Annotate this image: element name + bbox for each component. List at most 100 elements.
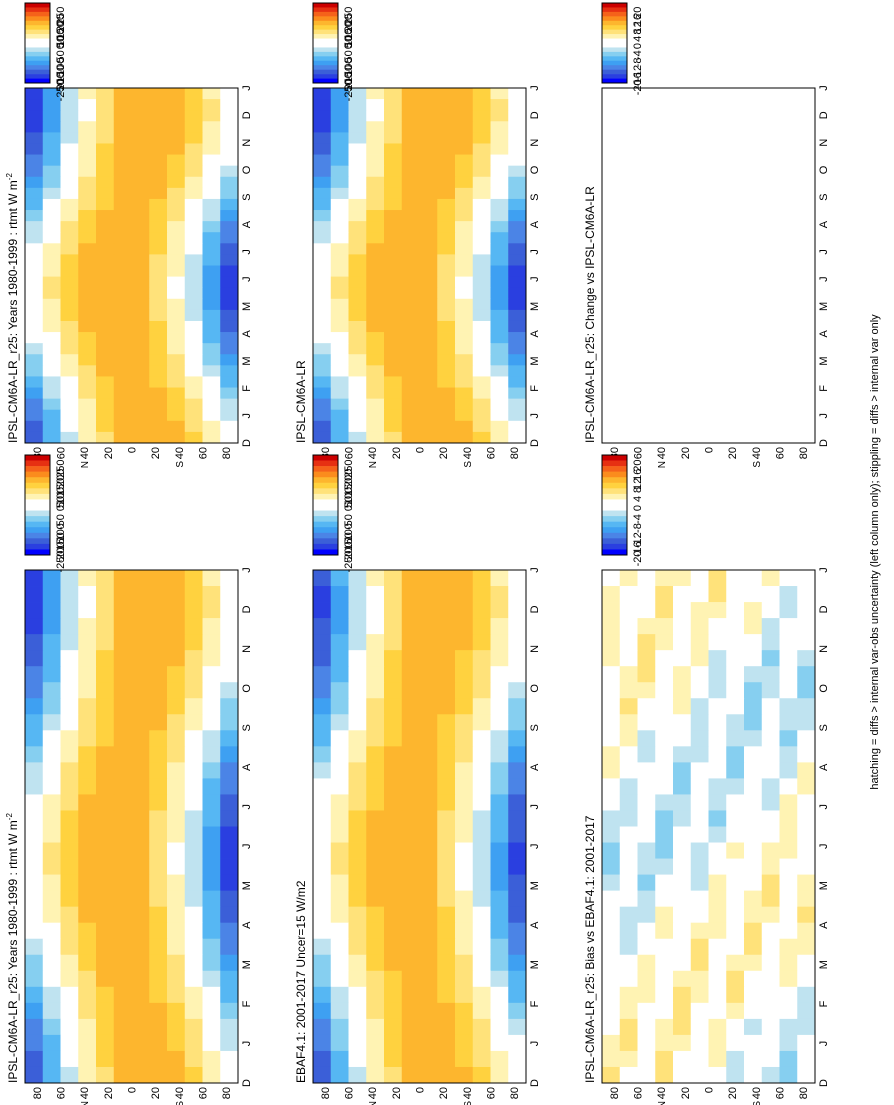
cell [25, 210, 44, 222]
cell [313, 906, 332, 924]
cell [744, 874, 763, 892]
cell [330, 398, 349, 411]
cell [366, 176, 385, 189]
cell [797, 762, 816, 779]
cell [202, 165, 221, 178]
cell [149, 221, 168, 233]
month-tick-label: O [529, 684, 541, 693]
cell [602, 254, 621, 266]
cell [348, 110, 367, 122]
cell [184, 409, 203, 422]
cell [602, 666, 621, 683]
cell [455, 265, 474, 277]
cell [797, 121, 816, 133]
cell [490, 99, 509, 111]
cell [637, 265, 656, 277]
cell [726, 287, 745, 300]
cell [366, 938, 385, 956]
cell [313, 387, 332, 400]
cell [508, 1002, 527, 1020]
cell [602, 890, 621, 908]
cell [25, 842, 44, 859]
cell [220, 570, 239, 587]
cell [655, 714, 674, 731]
cell [220, 165, 239, 178]
cell [726, 1002, 745, 1020]
cell [60, 826, 79, 843]
cell [708, 332, 727, 344]
cell [437, 938, 456, 956]
cell [437, 354, 456, 366]
cell [384, 332, 403, 344]
cell [472, 858, 491, 875]
cell [167, 221, 186, 233]
colorbar-swatch [602, 56, 627, 62]
cell [78, 376, 97, 388]
cell [149, 398, 168, 411]
cell [184, 431, 203, 444]
cell [149, 176, 168, 189]
cell [149, 890, 168, 908]
colorbar-swatch [602, 488, 627, 495]
cell [384, 778, 403, 795]
cell [42, 730, 61, 747]
cell [472, 431, 491, 444]
lat-tick-label: 20 [150, 447, 162, 459]
colorbar-swatch [602, 20, 627, 26]
month-tick-label: J [241, 843, 253, 849]
colorbar-label: -200 [55, 72, 67, 94]
colorbar-label: 200 [55, 469, 67, 487]
cell [437, 1066, 456, 1084]
cell [472, 276, 491, 289]
colorbar-label: 0 [632, 505, 644, 511]
cell [619, 210, 638, 222]
colorbar-swatch [602, 7, 627, 13]
cell [437, 187, 456, 200]
cell [472, 954, 491, 972]
colorbar-swatch [313, 527, 338, 534]
colorbar-swatch [602, 460, 627, 467]
cell [490, 121, 509, 133]
cell [220, 810, 239, 827]
cell [508, 398, 527, 411]
cell [149, 265, 168, 277]
cell [202, 698, 221, 715]
cell [637, 132, 656, 144]
cell [673, 232, 692, 244]
cell [60, 376, 79, 388]
cell [490, 165, 509, 178]
panel-title: IPSL-CM6A-LR_r25: Years 1980-1999 : rtmt… [5, 173, 20, 443]
cell [184, 874, 203, 892]
cell [330, 376, 349, 388]
cell [42, 320, 61, 333]
cell [744, 602, 763, 619]
cell [78, 1050, 97, 1068]
cell [78, 254, 97, 266]
cell [348, 298, 367, 311]
cell [348, 1034, 367, 1052]
cell [508, 810, 527, 827]
cell [220, 714, 239, 731]
cell [42, 287, 61, 300]
lat-tick-label: 60 [56, 447, 68, 459]
cell [637, 287, 656, 300]
cell [490, 187, 509, 200]
cell [149, 298, 168, 311]
cell [149, 276, 168, 289]
colorbar-swatch [602, 466, 627, 472]
cell [455, 121, 474, 133]
cell [348, 682, 367, 699]
cell [472, 698, 491, 715]
cell [25, 243, 44, 255]
cell [744, 698, 763, 715]
cell [744, 650, 763, 667]
cell [25, 762, 44, 779]
cell [455, 1018, 474, 1036]
cell [761, 1018, 780, 1036]
cell [330, 1050, 349, 1068]
cell [348, 332, 367, 344]
month-tick-label: F [529, 385, 541, 392]
cell [149, 938, 168, 956]
cell [149, 682, 168, 699]
cell [25, 858, 44, 875]
